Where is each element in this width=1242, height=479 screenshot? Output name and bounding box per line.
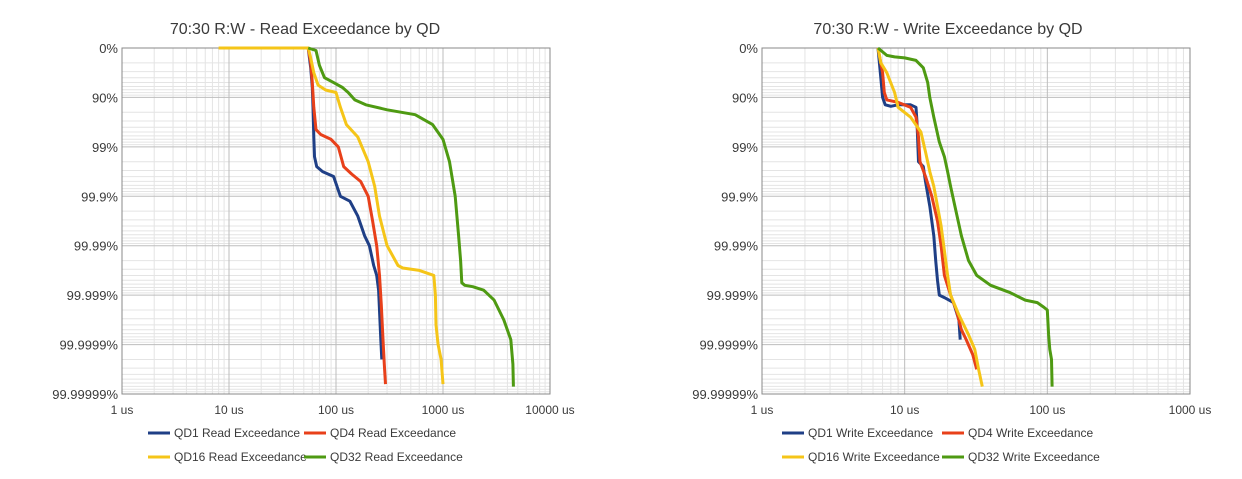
legend-label: QD32 Read Exceedance bbox=[330, 450, 463, 464]
legend-label: QD32 Write Exceedance bbox=[968, 450, 1100, 464]
legend-label: QD16 Write Exceedance bbox=[808, 450, 940, 464]
y-tick-label: 99.9999% bbox=[59, 338, 118, 353]
series-line-2 bbox=[306, 47, 387, 385]
y-tick-label: 99.99999% bbox=[692, 387, 758, 402]
legend: QD1 Read Exceedance QD4 Read Exceedance QD… bbox=[148, 426, 463, 464]
legend-label: QD1 Read Exceedance bbox=[174, 426, 300, 440]
x-tick-label: 10 us bbox=[214, 403, 243, 417]
series-line-3 bbox=[876, 47, 984, 387]
y-tick-label: 99.999% bbox=[67, 288, 119, 303]
x-tick-label: 100 us bbox=[1029, 403, 1065, 417]
x-tick-label: 1 us bbox=[751, 403, 774, 417]
y-tick-label: 99.99% bbox=[74, 239, 119, 254]
plot-area-border bbox=[761, 47, 1191, 395]
series-line-4 bbox=[877, 46, 1054, 387]
y-tick-label: 99.9% bbox=[81, 189, 118, 204]
x-tick-label: 1000 us bbox=[422, 403, 465, 417]
x-tick-labels: 1 us 10 us 100 us 1000 us 10000 us bbox=[111, 403, 575, 417]
x-tick-labels: 1 us 10 us 100 us 1000 us bbox=[751, 403, 1212, 417]
y-tick-label: 99% bbox=[732, 140, 758, 155]
y-tick-label: 90% bbox=[732, 90, 758, 105]
y-tick-label: 99.99% bbox=[714, 239, 759, 254]
legend-label: QD16 Read Exceedance bbox=[174, 450, 307, 464]
series-line-3 bbox=[218, 46, 445, 385]
y-tick-label: 99.99999% bbox=[52, 387, 118, 402]
legend-label: QD4 Read Exceedance bbox=[330, 426, 456, 440]
y-tick-label: 0% bbox=[739, 41, 758, 56]
chart-title: 70:30 R:W - Read Exceedance by QD bbox=[170, 21, 440, 38]
chart-title: 70:30 R:W - Write Exceedance by QD bbox=[813, 21, 1082, 38]
write-exceedance-chart: 70:30 R:W - Write Exceedance by QD 0% 90%… bbox=[692, 21, 1211, 464]
legend-label: QD4 Write Exceedance bbox=[968, 426, 1093, 440]
chart-grid bbox=[121, 47, 551, 395]
y-tick-label: 99.9% bbox=[721, 189, 758, 204]
x-tick-label: 10000 us bbox=[525, 403, 574, 417]
read-exceedance-chart: 70:30 R:W - Read Exceedance by QD 0% 90% 9… bbox=[52, 21, 574, 464]
y-tick-label: 99.9999% bbox=[699, 338, 758, 353]
y-tick-labels: 0% 90% 99% 99.9% 99.99% 99.999% 99.9999% 99.999… bbox=[692, 41, 758, 402]
x-tick-label: 10 us bbox=[890, 403, 919, 417]
x-tick-label: 100 us bbox=[318, 403, 354, 417]
series-line-2 bbox=[876, 47, 979, 370]
series-lines bbox=[218, 46, 515, 387]
y-tick-label: 0% bbox=[99, 41, 118, 56]
plot-area-border bbox=[121, 47, 551, 395]
x-tick-label: 1000 us bbox=[1169, 403, 1212, 417]
y-tick-label: 90% bbox=[92, 90, 118, 105]
y-tick-label: 99.999% bbox=[707, 288, 759, 303]
legend: QD1 Write Exceedance QD4 Write Exceedance… bbox=[782, 426, 1100, 464]
legend-label: QD1 Write Exceedance bbox=[808, 426, 933, 440]
chart-grid bbox=[761, 47, 1191, 395]
y-tick-labels: 0% 90% 99% 99.9% 99.99% 99.999% 99.9999% 99.999… bbox=[52, 41, 118, 402]
series-line-4 bbox=[307, 46, 515, 387]
y-tick-label: 99% bbox=[92, 140, 118, 155]
x-tick-label: 1 us bbox=[111, 403, 134, 417]
series-lines bbox=[876, 46, 1054, 387]
